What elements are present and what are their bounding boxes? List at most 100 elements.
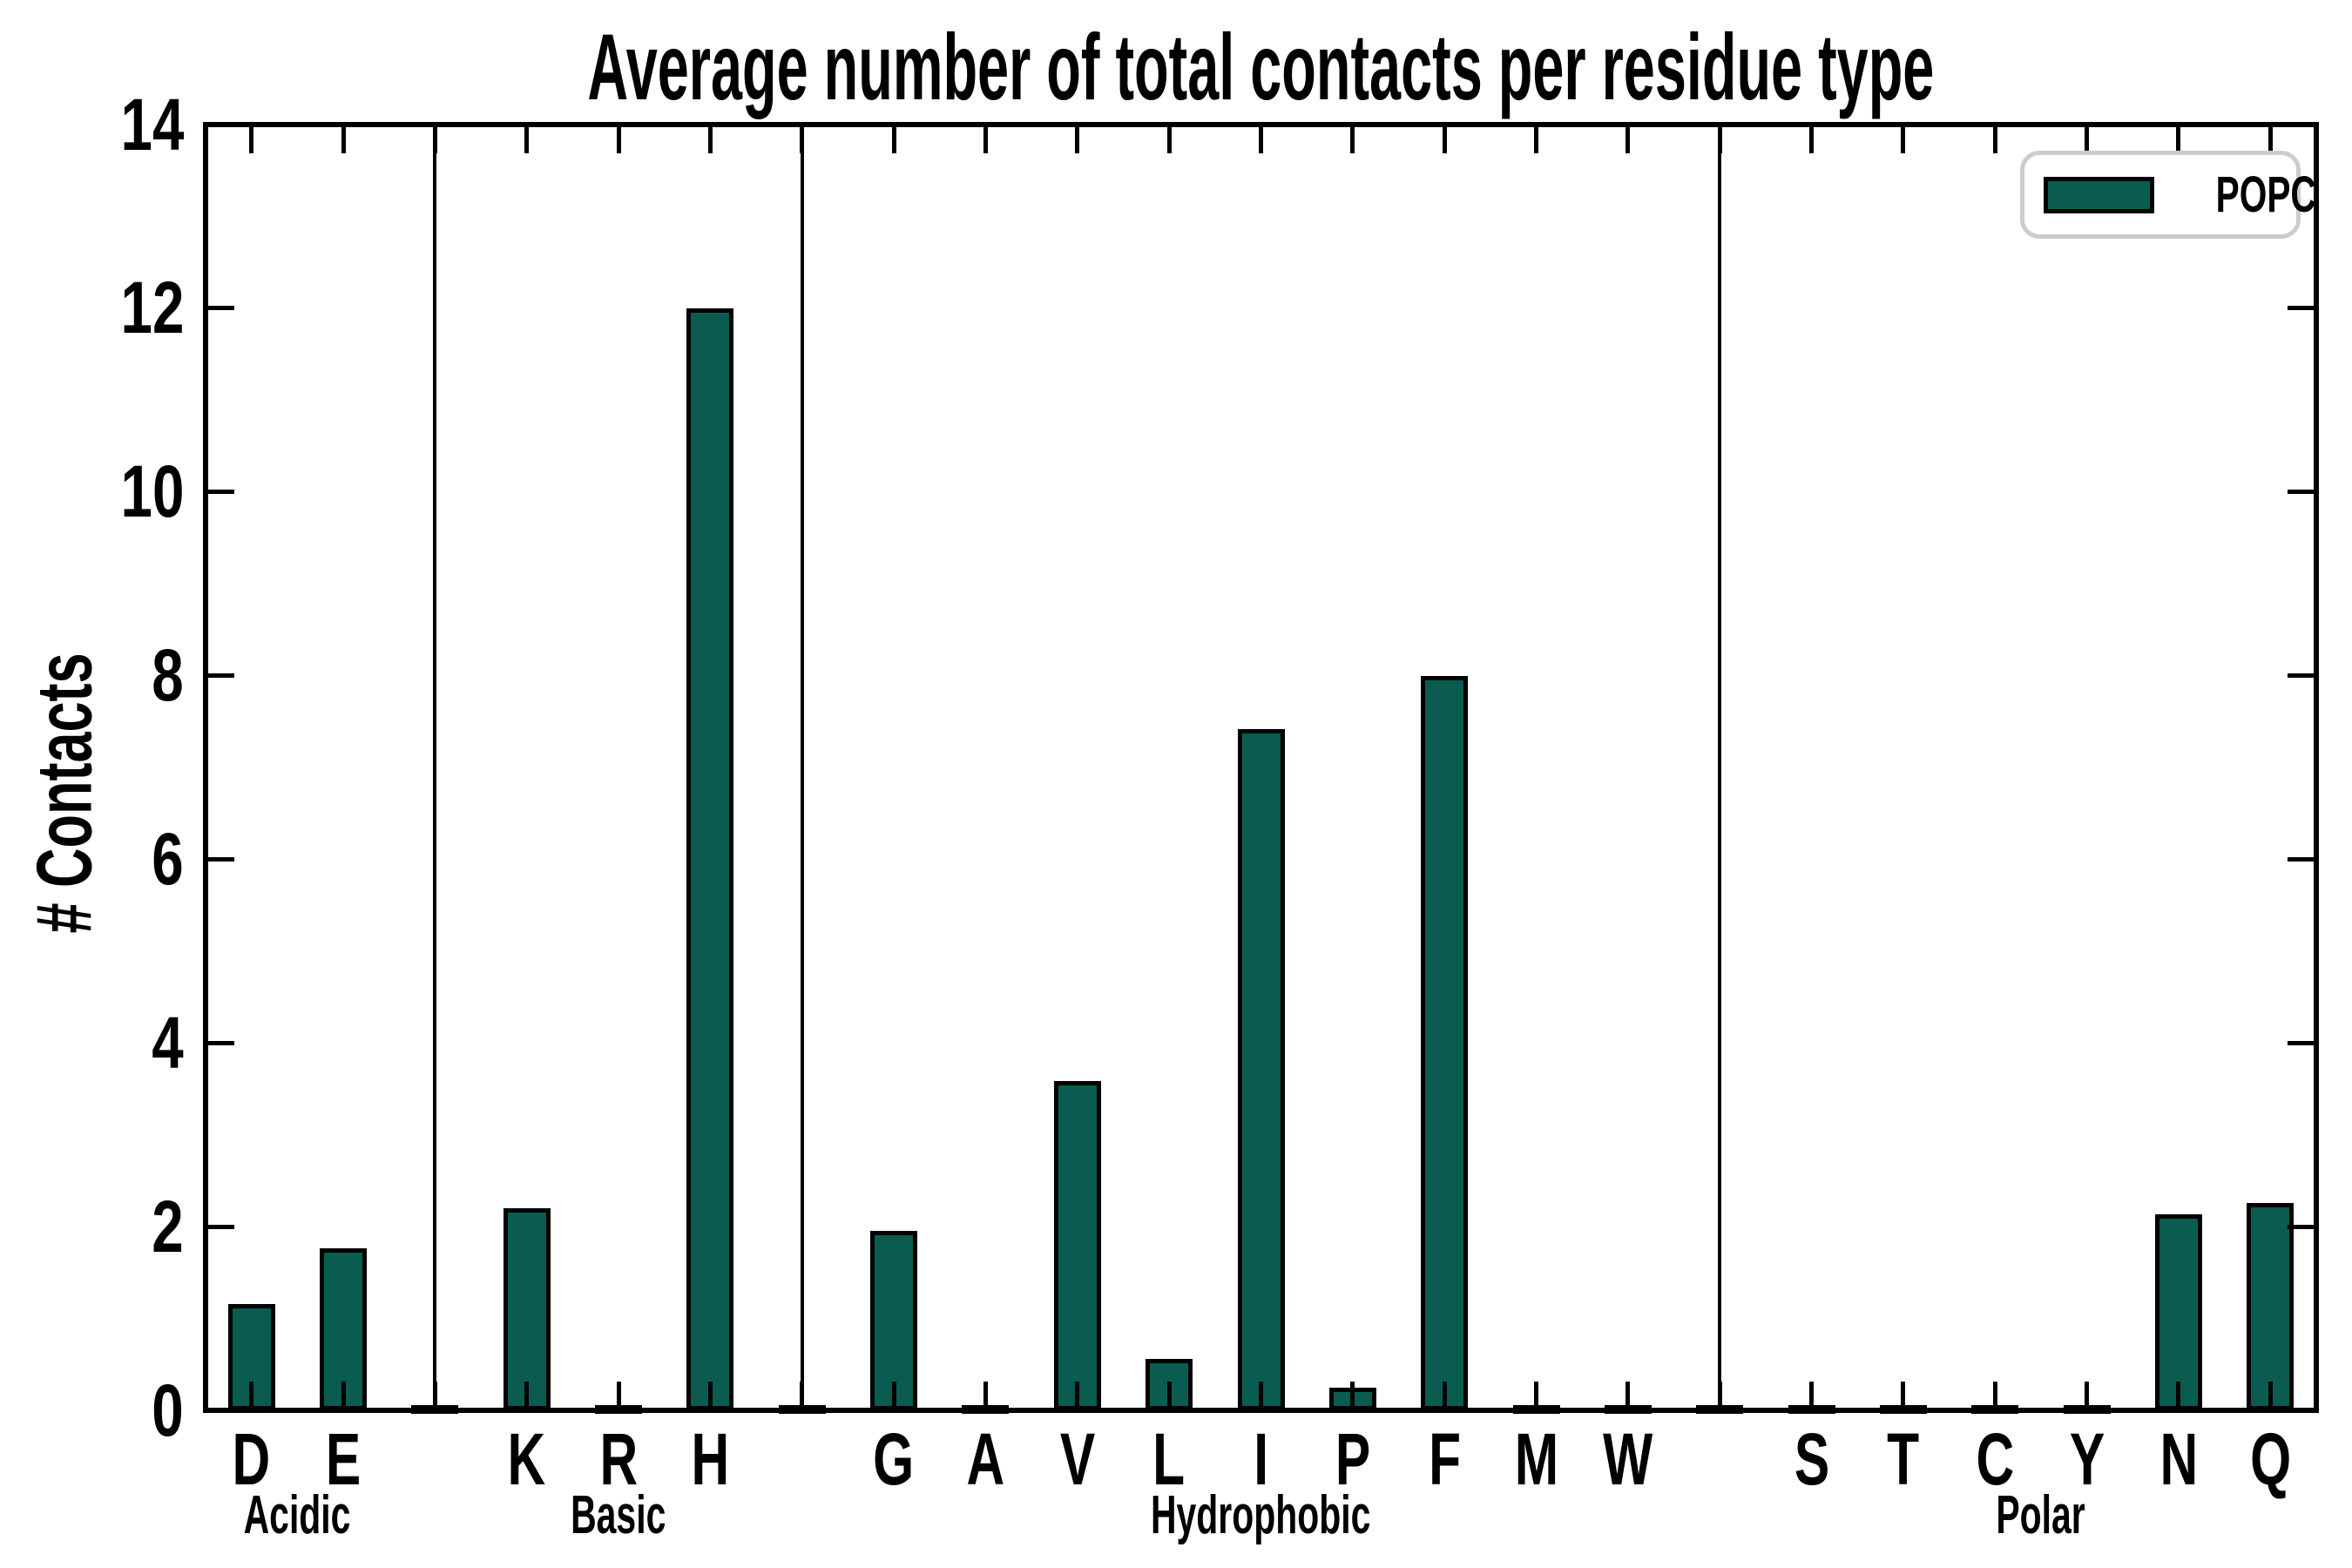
group-divider [800, 125, 804, 1410]
x-tick-bottom [1442, 1382, 1447, 1410]
bar-H [686, 308, 734, 1410]
x-tick-label-L: L [1082, 1404, 1256, 1514]
x-tick-label-R: R [531, 1404, 706, 1514]
x-tick-label-P: P [1266, 1404, 1440, 1514]
x-tick-label-V-text: V [1059, 1417, 1095, 1500]
y-tick-label-14-text: 14 [120, 83, 184, 166]
bar-F [1421, 676, 1469, 1410]
bar-I [1237, 729, 1285, 1410]
y-tick-label-10: 10 [0, 447, 184, 537]
bar-N [2154, 1214, 2202, 1410]
x-tick-label-F-text: F [1428, 1417, 1461, 1500]
legend-swatch-popc [2044, 176, 2154, 213]
group-label-acidic-text: Acidic [243, 1484, 351, 1545]
x-tick-label-N: N [2092, 1404, 2266, 1514]
x-tick-top [2176, 125, 2181, 153]
x-tick-bottom [1075, 1382, 1080, 1410]
bar-Q [2247, 1203, 2295, 1410]
y-tick-label-0-text: 0 [152, 1369, 184, 1451]
x-tick-label-Y: Y [2000, 1404, 2174, 1514]
x-tick-top [1350, 125, 1355, 153]
x-tick-bottom [800, 1382, 805, 1410]
group-divider [433, 125, 437, 1410]
chart-title-text: Average number of total contacts per res… [587, 13, 1935, 119]
x-tick-bottom [1166, 1382, 1172, 1410]
x-tick-bottom [2268, 1382, 2273, 1410]
bar-K [503, 1208, 551, 1410]
bar-V [1053, 1081, 1101, 1410]
x-tick-label-T-text: T [1887, 1417, 1920, 1500]
x-tick-label-Q-text: Q [2249, 1417, 2291, 1500]
x-tick-label-E-text: E [325, 1417, 362, 1500]
x-tick-bottom [983, 1382, 988, 1410]
x-tick-label-W: W [1541, 1404, 1715, 1514]
x-tick-top [524, 125, 530, 153]
y-tick-label-12-text: 12 [120, 267, 184, 349]
x-tick-top [983, 125, 988, 153]
x-tick-label-M-text: M [1514, 1417, 1558, 1500]
x-tick-bottom [616, 1382, 621, 1410]
x-tick-top [432, 125, 437, 153]
axis-spine-left [203, 122, 208, 1413]
y-tick-right [2288, 306, 2316, 311]
x-tick-label-P-text: P [1335, 1417, 1371, 1500]
x-tick-top [616, 125, 621, 153]
legend-label: POPC [2194, 166, 2337, 224]
x-tick-bottom [1992, 1382, 1997, 1410]
x-tick-label-D-text: D [232, 1417, 271, 1500]
group-label-hydrophobic: Hydrophobic [1017, 1475, 1505, 1556]
x-tick-bottom [1259, 1382, 1263, 1410]
x-tick-top [1166, 125, 1172, 153]
y-tick-label-2-text: 2 [152, 1185, 184, 1267]
x-tick-label-K: K [440, 1404, 614, 1514]
x-tick-label-I-text: I [1254, 1417, 1268, 1500]
axis-spine-bottom [203, 1408, 2319, 1413]
x-tick-top [1534, 125, 1539, 153]
y-tick-left [206, 1224, 234, 1229]
x-tick-label-W-text: W [1603, 1417, 1653, 1500]
chart-title: Average number of total contacts per res… [206, 14, 2316, 119]
y-tick-label-0: 0 [0, 1365, 184, 1456]
x-tick-top [2268, 125, 2273, 153]
y-tick-right [2288, 856, 2316, 862]
x-tick-top [341, 125, 346, 153]
x-tick-label-G-text: G [873, 1417, 915, 1500]
x-tick-label-R-text: R [599, 1417, 638, 1500]
y-tick-left [206, 306, 234, 311]
group-label-acidic: Acidic [53, 1475, 541, 1556]
x-tick-label-V: V [990, 1404, 1165, 1514]
x-tick-label-N-text: N [2159, 1417, 2198, 1500]
y-tick-label-14: 14 [0, 79, 184, 170]
x-tick-label-S: S [1725, 1404, 1899, 1514]
x-tick-label-F: F [1357, 1404, 1531, 1514]
x-tick-bottom [1534, 1382, 1539, 1410]
y-tick-right [2288, 1040, 2316, 1045]
x-tick-top [800, 125, 805, 153]
x-tick-label-G: G [807, 1404, 981, 1514]
x-tick-label-D: D [165, 1404, 339, 1514]
x-tick-top [1442, 125, 1447, 153]
x-tick-bottom [2176, 1382, 2181, 1410]
x-tick-label-M: M [1450, 1404, 1624, 1514]
x-tick-bottom [891, 1382, 896, 1410]
x-tick-bottom [707, 1382, 713, 1410]
x-tick-label-L-text: L [1152, 1417, 1186, 1500]
x-tick-bottom [341, 1382, 346, 1410]
x-tick-label-K-text: K [507, 1417, 546, 1500]
group-divider [1718, 125, 1722, 1410]
x-tick-label-A: A [898, 1404, 1072, 1514]
x-tick-bottom [249, 1382, 254, 1410]
x-tick-label-Q: Q [2183, 1404, 2352, 1514]
x-tick-label-I: I [1174, 1404, 1348, 1514]
x-tick-label-H-text: H [691, 1417, 730, 1500]
y-tick-left [206, 490, 234, 495]
x-tick-top [1992, 125, 1997, 153]
x-tick-label-H: H [623, 1404, 797, 1514]
group-label-basic: Basic [375, 1475, 862, 1556]
y-tick-right [2288, 1224, 2316, 1229]
y-tick-label-10-text: 10 [120, 450, 184, 533]
x-tick-label-C-text: C [1976, 1417, 2015, 1500]
x-tick-bottom [1625, 1382, 1631, 1410]
x-tick-bottom [2085, 1382, 2090, 1410]
group-label-polar: Polar [1797, 1475, 2285, 1556]
